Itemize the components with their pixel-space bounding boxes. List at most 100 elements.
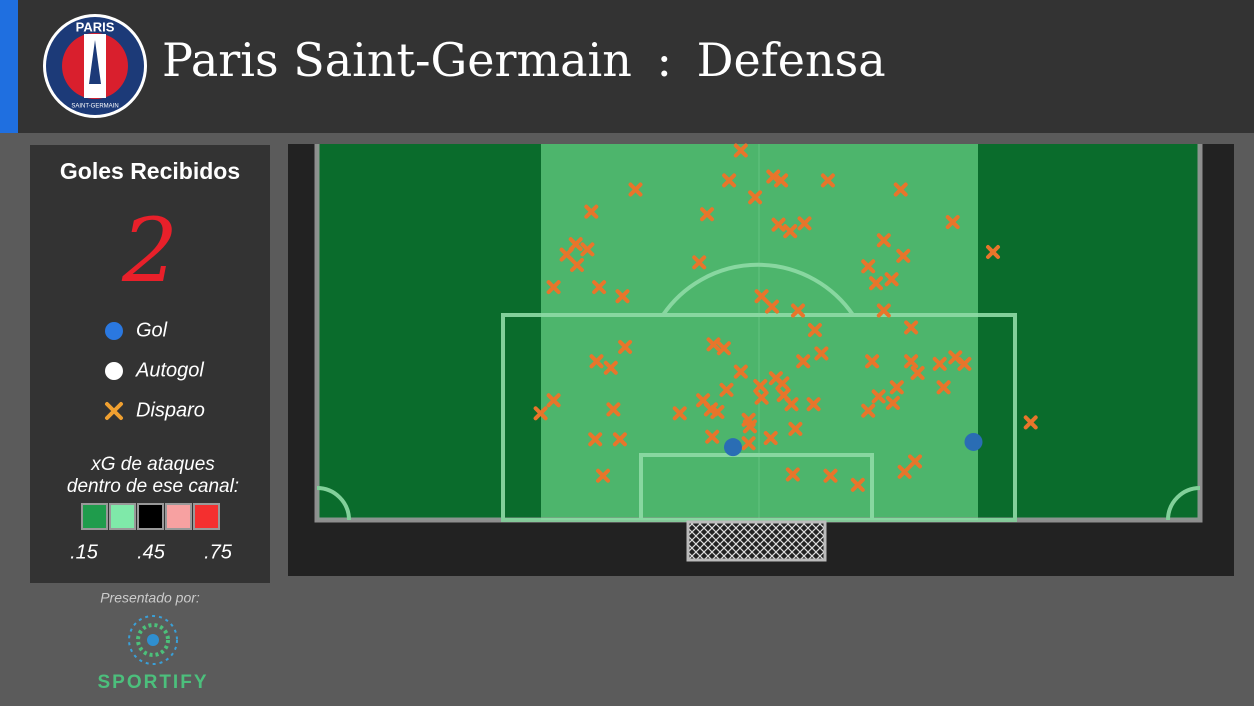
legend-marker xyxy=(105,322,123,340)
pitch-lines xyxy=(314,144,1203,523)
shot xyxy=(722,173,737,188)
shot xyxy=(788,421,803,436)
shot xyxy=(710,405,725,420)
shot xyxy=(850,477,865,492)
goal xyxy=(964,432,983,451)
shot xyxy=(1023,415,1038,430)
shot xyxy=(889,380,904,395)
channel xyxy=(317,144,541,520)
goals-title: Goles Recibidos xyxy=(60,158,240,184)
shot xyxy=(904,354,919,369)
shot xyxy=(796,354,811,369)
shot xyxy=(733,364,748,379)
shot xyxy=(861,259,876,274)
shot xyxy=(936,380,951,395)
xg-tick-label: .15 xyxy=(70,541,99,563)
shot xyxy=(823,468,838,483)
shot xyxy=(774,173,789,188)
shot xyxy=(588,432,603,447)
shot xyxy=(719,382,734,397)
shot xyxy=(546,393,561,408)
shot xyxy=(672,406,687,421)
shot xyxy=(766,169,781,184)
legend: Gol Autogol Disparo xyxy=(105,319,205,421)
shot xyxy=(861,403,876,418)
shot xyxy=(748,190,763,205)
shot xyxy=(814,346,829,361)
xg-label-1: xG de ataques xyxy=(90,454,215,475)
shot xyxy=(580,242,595,257)
shot xyxy=(910,365,925,380)
club-logo: PARIS SAINT-GERMAIN xyxy=(43,14,147,118)
shot xyxy=(945,215,960,230)
shot xyxy=(884,272,899,287)
xg-swatch xyxy=(137,503,164,530)
legend-marker xyxy=(105,402,123,420)
sponsor-name: SPORTIFY xyxy=(97,672,208,693)
shot xyxy=(807,323,822,338)
shot xyxy=(775,376,790,391)
shot xyxy=(692,255,707,270)
shot xyxy=(589,354,604,369)
logo-top: PARIS xyxy=(76,19,115,34)
header-accent xyxy=(0,0,18,133)
goals-count: 2 xyxy=(121,199,178,302)
xg-scale: .15 .45 .75 xyxy=(70,503,233,563)
shot xyxy=(741,436,756,451)
legend-marker xyxy=(105,362,123,380)
presented-by: Presentado por: xyxy=(100,590,200,606)
shot xyxy=(705,429,720,444)
xg-tick-label: .45 xyxy=(137,541,166,563)
logo-bottom: SAINT-GERMAIN xyxy=(71,104,118,110)
shot xyxy=(986,244,1000,259)
shot xyxy=(871,389,886,404)
shot xyxy=(785,467,800,482)
shot xyxy=(869,276,883,291)
xg-tick-label: .75 xyxy=(204,541,233,563)
shot xyxy=(559,247,574,262)
shot xyxy=(742,419,757,434)
shot xyxy=(754,390,769,405)
shot xyxy=(897,464,912,479)
shot xyxy=(615,289,630,304)
shot xyxy=(584,204,599,219)
shot xyxy=(606,402,621,417)
channel xyxy=(978,144,1200,520)
legend-label: Disparo xyxy=(136,399,205,421)
shot-marks xyxy=(533,143,1038,492)
header-bar xyxy=(0,0,1254,133)
sponsor-logo xyxy=(128,615,178,665)
shot xyxy=(893,182,908,197)
shot xyxy=(706,337,721,352)
shot xyxy=(618,339,633,354)
xg-label-2: dentro de ese canal: xyxy=(67,476,239,497)
shot xyxy=(533,406,548,421)
shot xyxy=(753,378,768,393)
shot xyxy=(596,468,610,483)
shot xyxy=(546,280,561,295)
shot xyxy=(612,432,627,447)
shot xyxy=(865,354,880,369)
goal-net xyxy=(686,520,827,562)
shot xyxy=(733,143,748,158)
shot xyxy=(876,303,891,318)
shot xyxy=(791,303,805,318)
shot xyxy=(820,173,835,188)
header-title-line: Paris Saint-Germain : Defensa xyxy=(162,33,886,87)
shot xyxy=(628,182,643,197)
shot xyxy=(957,356,972,371)
goal xyxy=(724,438,742,457)
shot xyxy=(570,257,584,272)
subtitle: Defensa xyxy=(697,33,886,87)
shot xyxy=(885,395,900,410)
xg-swatch xyxy=(81,503,108,530)
shot xyxy=(568,237,583,252)
shot xyxy=(771,217,786,232)
shot xyxy=(876,233,891,248)
legend-label: Autogol xyxy=(135,359,204,381)
shot xyxy=(908,454,922,469)
shot xyxy=(754,289,769,304)
shot xyxy=(797,216,812,231)
shot xyxy=(592,280,607,295)
